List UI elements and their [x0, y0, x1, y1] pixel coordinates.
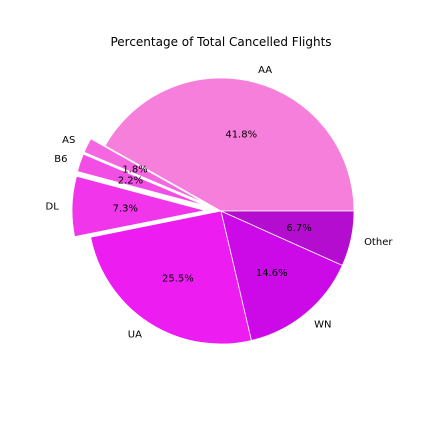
pie-slice-dl — [71, 175, 206, 238]
slice-label-other: Other — [364, 237, 393, 248]
slice-label-wn: WN — [314, 319, 331, 330]
chart-title: Percentage of Total Cancelled Flights — [110, 35, 331, 49]
pie-slice-other — [220, 210, 355, 266]
pct-label-aa: 41.8% — [225, 129, 257, 140]
slice-label-b6: B6 — [54, 154, 67, 165]
slice-label-aa: AA — [258, 65, 272, 76]
slice-label-dl: DL — [46, 201, 60, 212]
slices-layer — [71, 77, 355, 345]
pie-slice-as — [83, 138, 207, 205]
pct-label-b6: 2.2% — [118, 175, 143, 186]
pct-label-as: 1.8% — [122, 164, 147, 175]
labels-layer: AA 41.8% AS 1.8% B6 2.2% DL 7.3% UA 25.5% WN 14.6% O… — [46, 65, 394, 341]
pct-label-wn: 14.6% — [256, 268, 288, 279]
slice-label-ua: UA — [128, 330, 142, 341]
pie-slice-b6 — [76, 153, 207, 207]
pie-slice-aa — [104, 77, 355, 212]
pie-slice-wn — [220, 210, 343, 341]
pie-slice-ua — [90, 210, 252, 345]
pct-label-ua: 25.5% — [162, 274, 194, 285]
pct-label-other: 6.7% — [286, 223, 311, 234]
pct-label-dl: 7.3% — [113, 203, 138, 214]
slice-label-as: AS — [62, 135, 75, 146]
